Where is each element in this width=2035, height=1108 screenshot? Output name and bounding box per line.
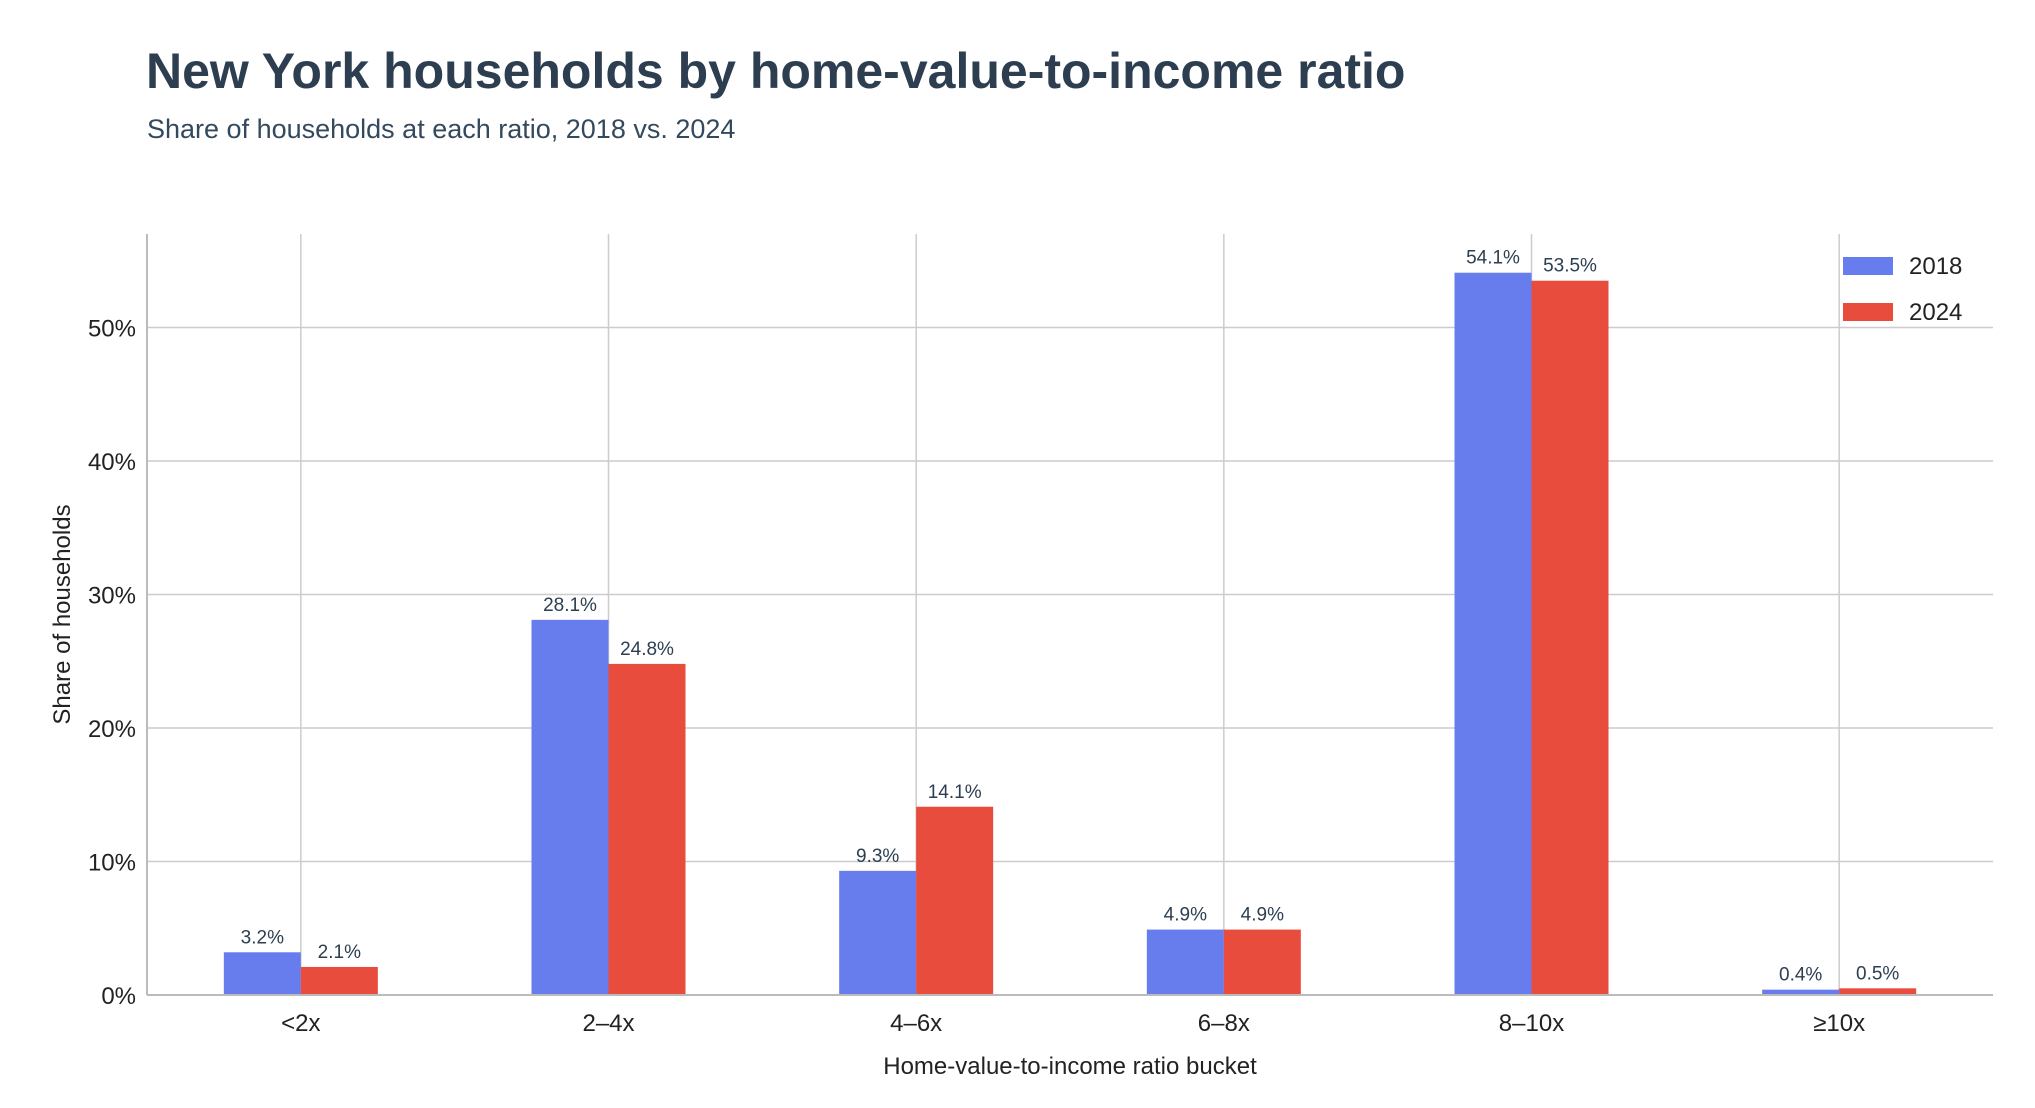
data-label-2018: 28.1% [543, 595, 597, 616]
bar-2024 [916, 806, 994, 995]
bar-2024 [1223, 929, 1301, 995]
data-label-2018: 4.9% [1164, 905, 1207, 926]
bar-2018 [839, 870, 917, 995]
bar-2024 [608, 663, 686, 995]
bar-2018 [1454, 272, 1532, 995]
x-tick-label: 8–10x [1499, 1010, 1564, 1037]
legend-swatch-2018 [1843, 257, 1893, 275]
bar-2018 [223, 952, 301, 995]
data-label-2024: 2.1% [318, 942, 361, 963]
x-tick-label: 4–6x [890, 1010, 942, 1037]
y-tick-label: 50% [88, 315, 136, 342]
grid-lines [147, 234, 1993, 995]
y-tick-label: 30% [88, 582, 136, 609]
data-label-2024: 0.5% [1856, 963, 1899, 984]
bar-2018 [1146, 929, 1224, 995]
bar-2018 [531, 619, 609, 995]
x-tick-label: 6–8x [1198, 1010, 1250, 1037]
x-tick-label: <2x [281, 1010, 320, 1037]
bar-2024 [1839, 988, 1917, 995]
x-tick-label: ≥10x [1813, 1010, 1865, 1037]
x-axis-title: Home-value-to-income ratio bucket [883, 1053, 1257, 1080]
y-tick-label: 10% [88, 849, 136, 876]
bars [223, 272, 1917, 996]
bar-2024 [300, 966, 378, 995]
bar-2024 [1531, 280, 1609, 996]
data-label-2024: 24.8% [620, 639, 674, 660]
y-tick-label: 40% [88, 449, 136, 476]
data-label-2024: 4.9% [1241, 905, 1284, 926]
legend-swatch-2024 [1843, 303, 1893, 321]
y-tick-label: 0% [101, 983, 136, 1010]
data-label-2018: 9.3% [856, 846, 899, 867]
data-label-2018: 3.2% [241, 927, 284, 948]
bar-2018 [1762, 989, 1840, 995]
data-label-2024: 14.1% [928, 782, 982, 803]
legend: 2018 2024 [1843, 253, 1962, 326]
axes: 0% 10% 20% 30% 40% 50% <2x 2–4x 4–6x 6–8x 8–10x ≥10… [49, 234, 1993, 1080]
data-labels: 3.2% 28.1% 9.3% 4.9% 54.1% 0.4% 2.1% 24.8% 14.1%… [241, 248, 1900, 986]
y-tick-label: 20% [88, 716, 136, 743]
legend-label-2018: 2018 [1909, 253, 1962, 280]
chart-subtitle: Share of households at each ratio, 2018 … [147, 114, 736, 144]
data-label-2018: 0.4% [1779, 965, 1822, 986]
legend-label-2024: 2024 [1909, 299, 1962, 326]
data-label-2024: 53.5% [1543, 256, 1597, 277]
y-axis-title: Share of households [49, 504, 76, 724]
chart-title: New York households by home-value-to-inc… [146, 43, 1406, 99]
x-tick-label: 2–4x [582, 1010, 634, 1037]
data-label-2018: 54.1% [1466, 248, 1520, 269]
